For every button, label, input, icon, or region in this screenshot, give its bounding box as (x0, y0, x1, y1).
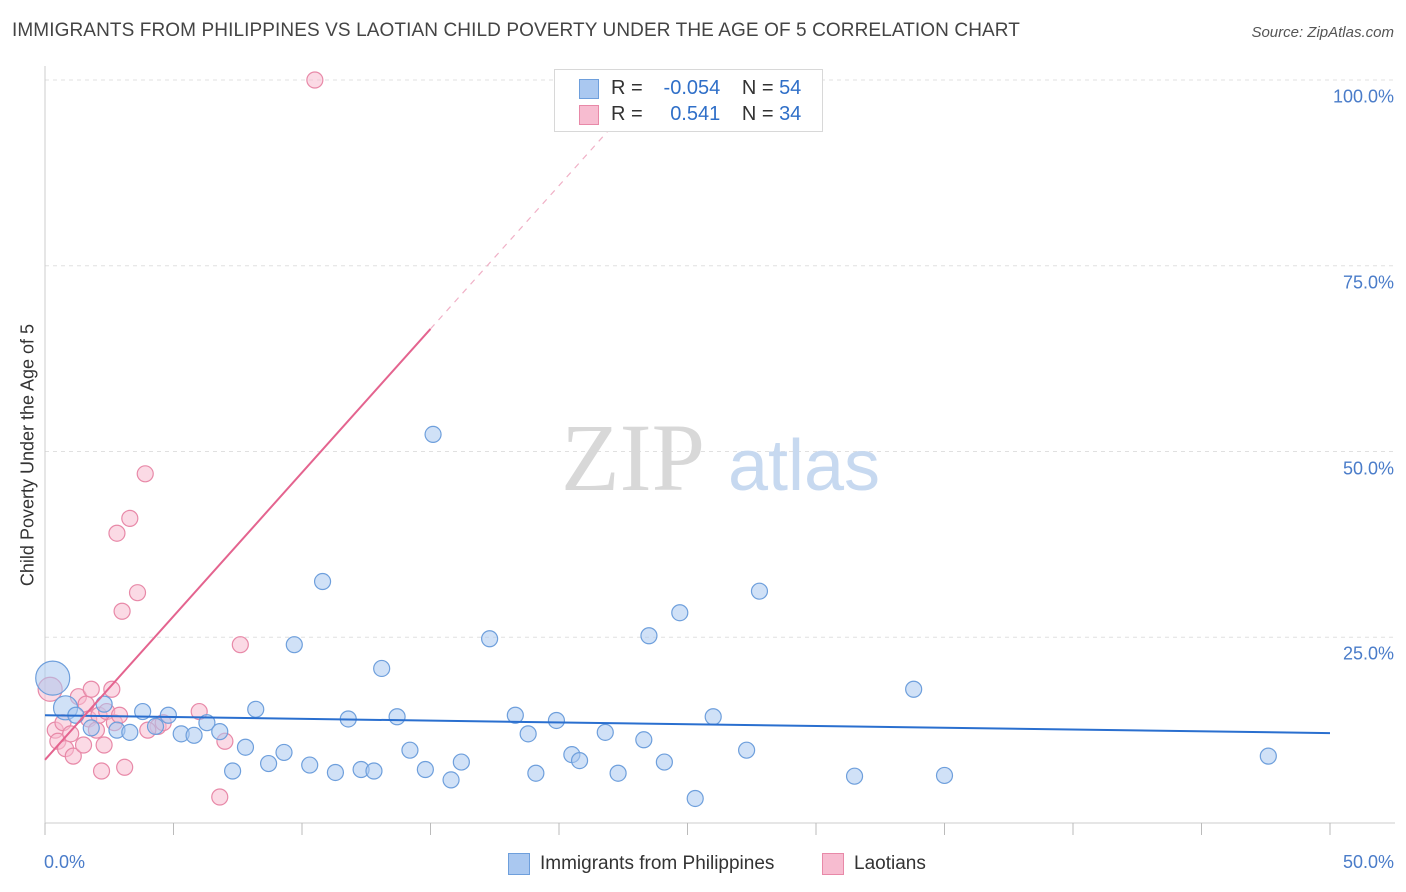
philippines-point (285, 636, 303, 654)
philippines-point (373, 659, 391, 678)
philippines-point (236, 738, 255, 756)
philippines-point (159, 706, 177, 724)
philippines-points (35, 425, 1277, 808)
y-tick-label: 100.0% (1332, 86, 1394, 107)
philippines-point (82, 719, 100, 737)
philippines-point (845, 767, 864, 785)
philippines-point (211, 723, 229, 741)
laotians-point (95, 736, 113, 754)
laotians-points (37, 71, 324, 806)
philippines-point (146, 717, 165, 736)
philippines-point (224, 762, 242, 780)
laotians-trend-extension (430, 127, 611, 330)
trend-lines (44, 127, 1331, 761)
philippines-point (313, 572, 332, 591)
laotians-point (121, 509, 139, 527)
laotians-point (92, 762, 111, 780)
laotians-point (64, 747, 82, 765)
philippines-point (198, 714, 216, 732)
correlation-legend: R = -0.054 N = 54 R = 0.541 N = 34 (554, 69, 823, 132)
philippines-point (424, 425, 442, 444)
philippines-point (301, 756, 319, 774)
laotians-point (108, 524, 126, 542)
laotians-point (136, 465, 154, 483)
laotians-point (128, 584, 147, 602)
philippines-point (519, 725, 537, 743)
watermark-zip: ZIP (561, 404, 705, 511)
philippines-point (738, 741, 756, 759)
gridlines (45, 79, 1395, 638)
y-tick-label: 25.0% (1342, 643, 1394, 664)
philippines-point (609, 764, 627, 782)
legend-item-laotians: Laotians (822, 852, 926, 876)
legend-row-philippines: R = -0.054 N = 54 (579, 76, 801, 100)
x-tick-label-max: 50.0% (1342, 852, 1394, 872)
philippines-point (134, 702, 152, 721)
laotians-point (62, 725, 80, 743)
philippines-point (655, 753, 673, 771)
philippines-point (686, 789, 704, 808)
x-tick-label-min: 0.0% (44, 852, 86, 872)
philippines-point (570, 751, 589, 770)
philippines-point (401, 741, 419, 759)
legend-row-laotians: R = 0.541 N = 34 (579, 102, 801, 126)
philippines-point (1259, 747, 1277, 765)
legend-swatch-blue (579, 78, 599, 99)
philippines-point (640, 627, 658, 645)
philippines-point (185, 726, 203, 744)
philippines-point (506, 706, 524, 724)
laotians-point (116, 758, 134, 776)
laotians-point (82, 680, 100, 698)
laotians-trend-line (44, 328, 432, 761)
philippines-point (750, 582, 769, 600)
philippines-point (596, 723, 614, 741)
philippines-point (527, 764, 545, 782)
laotians-point (103, 680, 121, 698)
y-tick-label: 50.0% (1342, 458, 1394, 478)
laotians-point (231, 636, 249, 654)
philippines-point (35, 660, 71, 696)
legend-swatch-pink (822, 852, 844, 875)
chart-title: IMMIGRANTS FROM PHILIPPINES VS LAOTIAN C… (12, 20, 1020, 41)
philippines-point (247, 700, 265, 718)
legend-item-philippines: Immigrants from Philippines (508, 852, 774, 876)
philippines-point (481, 630, 499, 648)
philippines-point (121, 723, 139, 741)
legend-swatch-pink (579, 104, 599, 125)
y-tick-label: 75.0% (1342, 272, 1394, 293)
philippines-point (452, 753, 470, 771)
legend-swatch-blue (508, 852, 530, 875)
philippines-point (704, 708, 722, 726)
philippines-point (671, 604, 689, 622)
watermark-atlas: atlas (728, 426, 880, 506)
philippines-point (388, 708, 406, 726)
laotians-point (306, 71, 324, 89)
philippines-point (442, 771, 460, 789)
philippines-point (95, 695, 113, 713)
philippines-point (275, 743, 293, 762)
philippines-point (365, 762, 383, 780)
philippines-trend-line (44, 714, 1331, 735)
watermark: ZIP atlas (561, 404, 880, 511)
philippines-point (326, 763, 345, 782)
laotians-point (211, 788, 229, 806)
philippines-point (935, 766, 954, 785)
philippines-point (416, 760, 434, 779)
philippines-point (905, 680, 923, 698)
philippines-point (635, 731, 653, 749)
philippines-point (547, 711, 566, 730)
laotians-point (74, 736, 93, 754)
series-legend: Immigrants from Philippines Laotians (0, 852, 1406, 878)
philippines-point (259, 754, 278, 773)
laotians-point (113, 602, 131, 620)
source-credit: Source: ZipAtlas.com (1251, 24, 1394, 41)
